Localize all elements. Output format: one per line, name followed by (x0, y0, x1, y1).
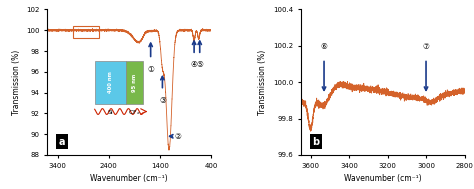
Text: ②: ② (175, 132, 182, 141)
Text: b: b (312, 137, 319, 147)
Text: ⑤: ⑤ (196, 60, 203, 69)
X-axis label: Wavenumber (cm⁻¹): Wavenumber (cm⁻¹) (91, 174, 168, 183)
Text: ④: ④ (191, 60, 198, 69)
Text: ①: ① (147, 65, 154, 74)
X-axis label: Wavenumber (cm⁻¹): Wavenumber (cm⁻¹) (344, 174, 421, 183)
Text: ③: ③ (159, 96, 166, 105)
Text: ⑥: ⑥ (320, 42, 328, 51)
Text: a: a (59, 137, 65, 147)
Bar (73, 26, 99, 38)
Text: ⑦: ⑦ (423, 42, 429, 51)
Y-axis label: Transmission (%): Transmission (%) (258, 50, 267, 115)
Y-axis label: Transmission (%): Transmission (%) (12, 50, 21, 115)
